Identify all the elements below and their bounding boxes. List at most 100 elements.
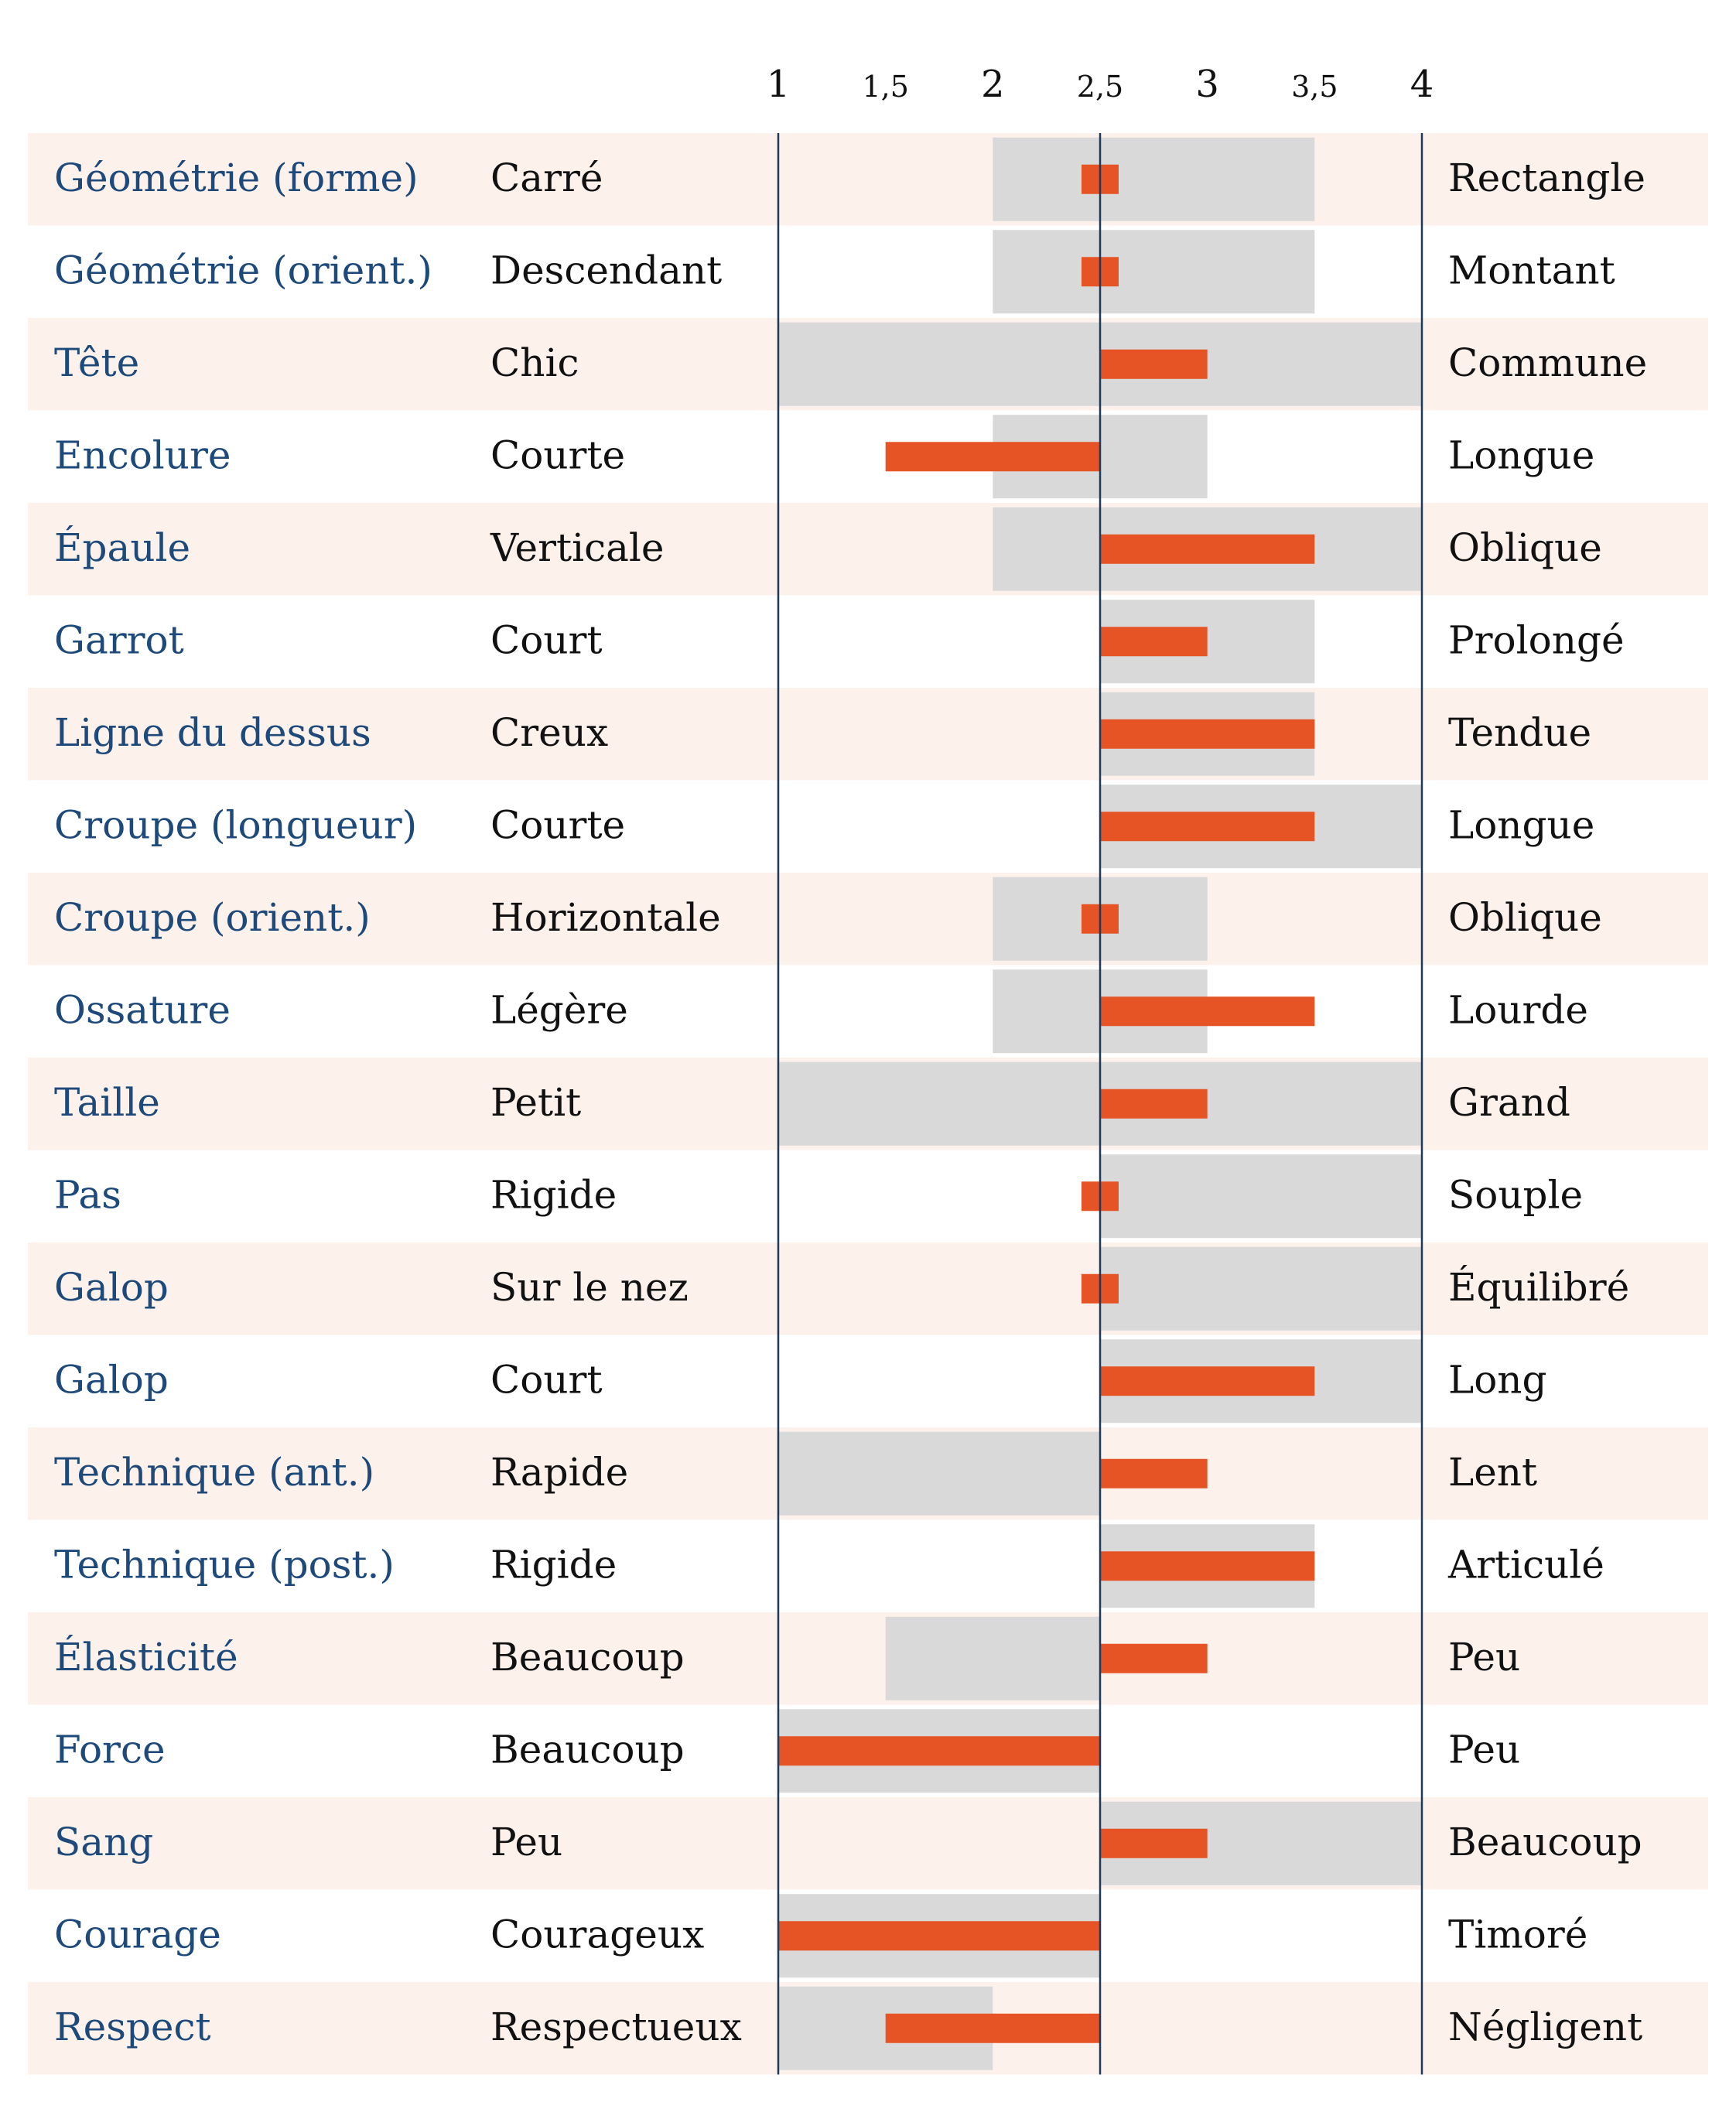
trait-label: Force [54, 1727, 166, 1772]
low-pole-label: Court [490, 617, 603, 662]
trait-label: Respect [54, 2005, 211, 2049]
high-pole-label: Commune [1448, 340, 1647, 385]
high-pole-label: Oblique [1448, 895, 1602, 940]
value-bar [1100, 534, 1315, 564]
low-pole-label: Rigide [490, 1542, 617, 1587]
value-bar [1100, 1089, 1208, 1119]
high-pole-label: Longue [1448, 432, 1594, 477]
row-stripe [28, 1242, 1708, 1335]
range-band [993, 137, 1315, 221]
trait-label: Ligne du dessus [54, 710, 371, 755]
trait-label: Épaule [54, 525, 190, 570]
high-pole-label: Oblique [1448, 525, 1602, 570]
range-band [1100, 1154, 1422, 1239]
low-pole-label: Court [490, 1357, 603, 1402]
low-pole-label: Rigide [490, 1172, 617, 1217]
low-pole-label: Respectueux [490, 2005, 742, 2049]
high-pole-label: Peu [1448, 1727, 1520, 1772]
x-tick-label: 2,5 [1077, 70, 1123, 104]
trait-label: Garrot [54, 617, 184, 662]
value-bar [1100, 719, 1315, 749]
value-bar [1100, 1643, 1208, 1673]
high-pole-label: Tendue [1448, 710, 1591, 755]
x-tick-label: 1,5 [862, 70, 908, 104]
trait-label: Tête [54, 340, 139, 385]
row-stripe [28, 133, 1708, 226]
high-pole-label: Long [1448, 1357, 1547, 1402]
low-pole-label: Carré [490, 156, 603, 200]
range-band [993, 230, 1315, 314]
high-pole-label: Montant [1448, 248, 1615, 292]
trait-label: Ossature [54, 987, 231, 1032]
trait-label: Encolure [54, 432, 231, 477]
high-pole-label: Souple [1448, 1172, 1583, 1217]
high-pole-label: Grand [1448, 1080, 1570, 1125]
low-pole-label: Courageux [490, 1912, 704, 1957]
trait-label: Galop [54, 1357, 169, 1402]
trait-label: Galop [54, 1265, 169, 1310]
value-bar [1100, 1828, 1208, 1858]
high-pole-label: Lourde [1448, 987, 1588, 1032]
value-bar [885, 442, 1100, 472]
low-pole-label: Légère [490, 987, 628, 1032]
trait-label: Sang [54, 1820, 153, 1864]
high-pole-label: Rectangle [1448, 156, 1645, 200]
value-bar [885, 2013, 1100, 2043]
value-bar [1100, 1366, 1315, 1396]
value-bar [778, 1736, 1100, 1766]
low-pole-label: Descendant [490, 248, 722, 292]
trait-label: Courage [54, 1912, 221, 1957]
value-bar [1100, 1458, 1208, 1488]
low-pole-label: Horizontale [490, 895, 721, 940]
value-bar [1100, 349, 1208, 379]
trait-label: Géométrie (orient.) [54, 248, 432, 292]
trait-label: Géométrie (forme) [54, 156, 419, 200]
range-band [885, 1616, 1100, 1700]
x-tick-label: 2 [981, 63, 1005, 106]
low-pole-label: Verticale [490, 525, 665, 570]
x-tick-label: 3,5 [1291, 70, 1338, 104]
x-tick-label: 1 [767, 63, 791, 106]
high-pole-label: Équilibré [1448, 1264, 1629, 1310]
x-tick-label: 4 [1410, 63, 1434, 106]
range-band [778, 1431, 1100, 1516]
trait-label: Élasticité [54, 1634, 238, 1680]
trait-label: Croupe (longueur) [54, 802, 417, 847]
value-bar [1100, 1551, 1315, 1581]
low-pole-label: Beaucoup [490, 1635, 685, 1680]
row-stripe [28, 873, 1708, 966]
high-pole-label: Peu [1448, 1635, 1520, 1680]
row-stripe [28, 688, 1708, 781]
low-pole-label: Creux [490, 710, 608, 755]
high-pole-label: Négligent [1448, 2005, 1642, 2049]
low-pole-label: Courte [490, 802, 625, 847]
high-pole-label: Lent [1448, 1450, 1537, 1495]
low-pole-label: Rapide [490, 1450, 628, 1495]
value-bar [1100, 996, 1315, 1027]
row-stripe [28, 503, 1708, 596]
high-pole-label: Articulé [1447, 1542, 1604, 1587]
low-pole-label: Beaucoup [490, 1727, 685, 1772]
trait-label: Taille [54, 1080, 160, 1125]
trait-label: Technique (ant.) [54, 1450, 374, 1495]
high-pole-label: Longue [1448, 802, 1594, 847]
low-pole-label: Chic [490, 340, 579, 385]
high-pole-label: Beaucoup [1448, 1820, 1642, 1864]
low-pole-label: Courte [490, 432, 625, 477]
low-pole-label: Peu [490, 1820, 562, 1864]
row-stripe [28, 1797, 1708, 1890]
trait-label: Croupe (orient.) [54, 895, 371, 940]
trait-label: Technique (post.) [54, 1542, 395, 1587]
low-pole-label: Petit [490, 1080, 581, 1125]
low-pole-label: Sur le nez [490, 1265, 689, 1310]
range-band [1100, 1246, 1422, 1331]
trait-label: Pas [54, 1172, 121, 1217]
value-bar [1100, 812, 1315, 842]
high-pole-label: Prolongé [1448, 617, 1625, 662]
high-pole-label: Timoré [1448, 1912, 1587, 1957]
value-bar [778, 1921, 1100, 1951]
value-bar [1100, 627, 1208, 657]
row-stripe [28, 1612, 1708, 1705]
